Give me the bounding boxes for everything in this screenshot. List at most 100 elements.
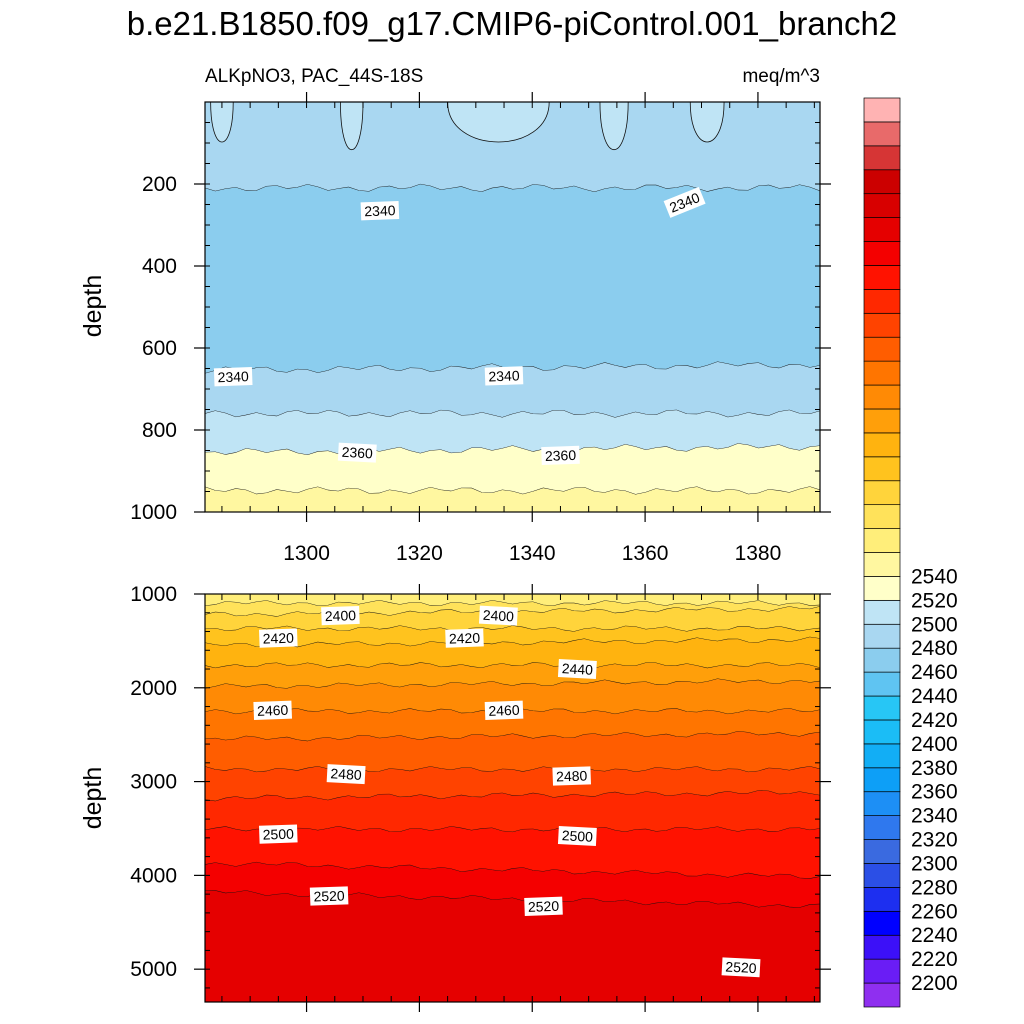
contour-band-lower-2490 bbox=[205, 826, 820, 879]
colorbar-box bbox=[863, 193, 901, 218]
colorbar-tick-label: 2500 bbox=[911, 613, 958, 636]
x-tick-label: 1380 bbox=[735, 542, 782, 565]
colorbar-tick-label: 2380 bbox=[911, 757, 958, 780]
colorbar-box bbox=[863, 623, 901, 649]
contour-patch-upper bbox=[599, 102, 629, 150]
y-tick-label: 800 bbox=[142, 419, 177, 442]
colorbar-box bbox=[863, 384, 901, 410]
colorbar-box bbox=[863, 241, 901, 266]
contour-label-text: 2340 bbox=[488, 367, 520, 384]
contour-label-text: 2480 bbox=[556, 767, 588, 784]
colorbar-box bbox=[863, 480, 901, 506]
y-tick-label: 5000 bbox=[130, 958, 177, 981]
contour-label-text: 2400 bbox=[482, 607, 514, 625]
colorbar-tick-label: 2260 bbox=[911, 900, 958, 923]
plot-frame-lower bbox=[204, 593, 821, 1003]
contour-label-text: 2460 bbox=[488, 702, 520, 719]
colorbar-box bbox=[863, 169, 901, 195]
contour-label-text: 2400 bbox=[325, 607, 357, 624]
colorbar-tick-label: 2460 bbox=[911, 661, 958, 684]
colorbar-tick-label: 2480 bbox=[911, 637, 958, 660]
colorbar-box bbox=[863, 528, 901, 553]
contour-band-upper-2330 bbox=[205, 184, 820, 374]
colorbar-tick-label: 2240 bbox=[911, 924, 958, 947]
contour-patch-upper bbox=[447, 102, 550, 143]
units-label: meq/m^3 bbox=[742, 66, 820, 87]
contour-band-lower-2440 bbox=[205, 678, 820, 715]
colorbar-box bbox=[863, 312, 901, 338]
colorbar-tick-label: 2400 bbox=[911, 733, 958, 756]
colorbar-box bbox=[863, 863, 901, 888]
x-tick-label: 1320 bbox=[396, 542, 443, 565]
contour-label: 2520 bbox=[309, 886, 349, 906]
colorbar-box bbox=[863, 432, 901, 458]
colorbar-tick-label: 2280 bbox=[911, 876, 958, 899]
contour-label: 2340 bbox=[484, 366, 524, 386]
y-tick-label: 1000 bbox=[130, 501, 177, 524]
contour-band-upper-2340 bbox=[205, 361, 820, 418]
contour-label: 2400 bbox=[478, 605, 518, 626]
colorbar-box bbox=[863, 408, 901, 434]
colorbar-box bbox=[863, 265, 901, 290]
contour-label-text: 2500 bbox=[262, 826, 294, 843]
colorbar-tick-label: 2340 bbox=[911, 805, 958, 828]
contour-label: 2340 bbox=[213, 367, 253, 387]
x-tick-label: 1340 bbox=[509, 542, 556, 565]
colorbar-box bbox=[863, 576, 901, 601]
contour-band-lower-2480 bbox=[205, 790, 820, 833]
colorbar-tick-label: 2200 bbox=[911, 972, 958, 995]
contour-patch-upper bbox=[689, 102, 725, 143]
colorbar-box bbox=[863, 910, 901, 936]
chart-title: b.e21.B1850.f09_g17.CMIP6-piControl.001_… bbox=[127, 5, 898, 42]
contour-label-text: 2520 bbox=[313, 887, 345, 904]
contour-band-lower-2420 bbox=[205, 637, 820, 669]
colorbar-box bbox=[863, 695, 901, 721]
contour-label: 2420 bbox=[258, 628, 298, 648]
contour-label: 2520 bbox=[524, 896, 563, 916]
contour-band-lower-2500 bbox=[205, 862, 820, 908]
contour-label: 2340 bbox=[360, 201, 400, 221]
contour-band-upper-2370 bbox=[205, 486, 820, 512]
contour-label-text: 2520 bbox=[528, 898, 560, 915]
y-tick-label: 600 bbox=[142, 337, 177, 360]
colorbar-tick-label: 2520 bbox=[911, 589, 958, 612]
colorbar-tick-label: 2420 bbox=[911, 709, 958, 732]
colorbar-box bbox=[863, 958, 901, 984]
colorbar-box bbox=[863, 934, 901, 960]
y-tick-label: 4000 bbox=[130, 864, 177, 887]
colorbar-box bbox=[863, 647, 901, 673]
colorbar-box bbox=[863, 671, 901, 697]
colorbar-box bbox=[863, 982, 901, 1008]
contour-label-text: 2420 bbox=[262, 630, 294, 647]
colorbar-box bbox=[863, 599, 901, 625]
contour-band-lower-2510 bbox=[205, 890, 820, 1002]
contour-patch-upper bbox=[340, 102, 364, 150]
contour-label: 2480 bbox=[552, 766, 592, 786]
y-tick-label: 1000 bbox=[130, 583, 177, 606]
contour-label-text: 2520 bbox=[725, 958, 757, 976]
colorbar-tick-label: 2540 bbox=[911, 565, 958, 588]
colorbar-box bbox=[863, 217, 901, 242]
colorbar-box bbox=[863, 145, 901, 171]
x-tick-label: 1300 bbox=[283, 542, 330, 565]
colorbar-box bbox=[863, 504, 901, 529]
contour-label-text: 2420 bbox=[449, 630, 481, 647]
contour-patch-upper bbox=[210, 102, 234, 143]
colorbar-box bbox=[863, 839, 901, 864]
colorbar-box bbox=[863, 887, 901, 912]
contour-label-text: 2460 bbox=[257, 702, 289, 719]
variable-label: ALKpNO3, PAC_44S-18S bbox=[205, 66, 423, 87]
y-tick-label: 400 bbox=[142, 255, 177, 278]
colorbar-tick-label: 2300 bbox=[911, 853, 958, 876]
contour-label: 2500 bbox=[258, 824, 298, 844]
upper-y-axis-label: depth bbox=[79, 275, 107, 338]
contour-label: 2420 bbox=[445, 628, 484, 648]
x-tick-label: 1360 bbox=[622, 542, 669, 565]
contour-band-lower-2450 bbox=[205, 708, 820, 742]
contour-band-lower-2460 bbox=[205, 731, 820, 773]
colorbar-box bbox=[863, 719, 901, 745]
colorbar-box bbox=[863, 121, 901, 147]
